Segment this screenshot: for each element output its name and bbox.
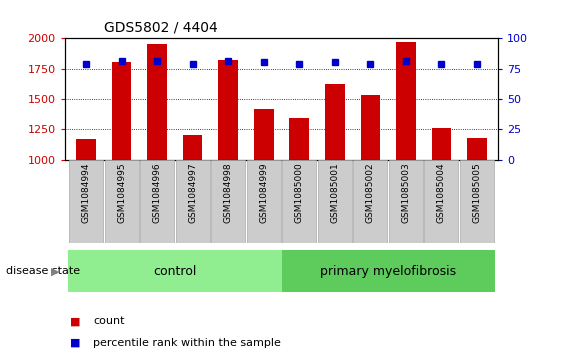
Bar [218,60,238,160]
Text: GSM1085000: GSM1085000 [295,162,304,223]
Bar [325,84,345,160]
Bar [254,109,274,160]
Bar [77,139,96,160]
Text: GSM1084997: GSM1084997 [188,162,197,223]
Bar [105,160,138,243]
Bar [425,160,458,243]
Bar [183,135,203,160]
Bar [69,160,103,243]
Bar [360,95,380,160]
Bar [389,160,423,243]
Text: control: control [153,265,196,278]
Bar [353,160,387,243]
Text: disease state: disease state [6,266,80,276]
Bar [282,250,495,292]
Text: GSM1084996: GSM1084996 [153,162,162,223]
Bar [460,160,494,243]
Bar [282,160,316,243]
Text: GSM1085002: GSM1085002 [366,162,375,223]
Bar [140,160,174,243]
Bar [396,42,415,160]
Text: GSM1085003: GSM1085003 [401,162,410,223]
Text: ■: ■ [70,338,84,348]
Text: GSM1084998: GSM1084998 [224,162,233,223]
Bar [432,128,451,160]
Text: percentile rank within the sample: percentile rank within the sample [93,338,281,348]
Text: GDS5802 / 4404: GDS5802 / 4404 [104,20,218,34]
Bar [289,118,309,160]
Bar [112,62,131,160]
Text: GSM1084994: GSM1084994 [82,162,91,223]
Text: GSM1084995: GSM1084995 [117,162,126,223]
Text: ■: ■ [70,316,84,326]
Bar [148,44,167,160]
Text: ▶: ▶ [51,266,59,276]
Bar [211,160,245,243]
Text: primary myelofibrosis: primary myelofibrosis [320,265,456,278]
Bar [176,160,210,243]
Text: count: count [93,316,124,326]
Bar [68,250,282,292]
Bar [467,138,486,160]
Text: GSM1085001: GSM1085001 [330,162,339,223]
Bar [247,160,281,243]
Bar [318,160,352,243]
Text: GSM1085004: GSM1085004 [437,162,446,223]
Text: GSM1084999: GSM1084999 [259,162,268,223]
Text: GSM1085005: GSM1085005 [472,162,481,223]
